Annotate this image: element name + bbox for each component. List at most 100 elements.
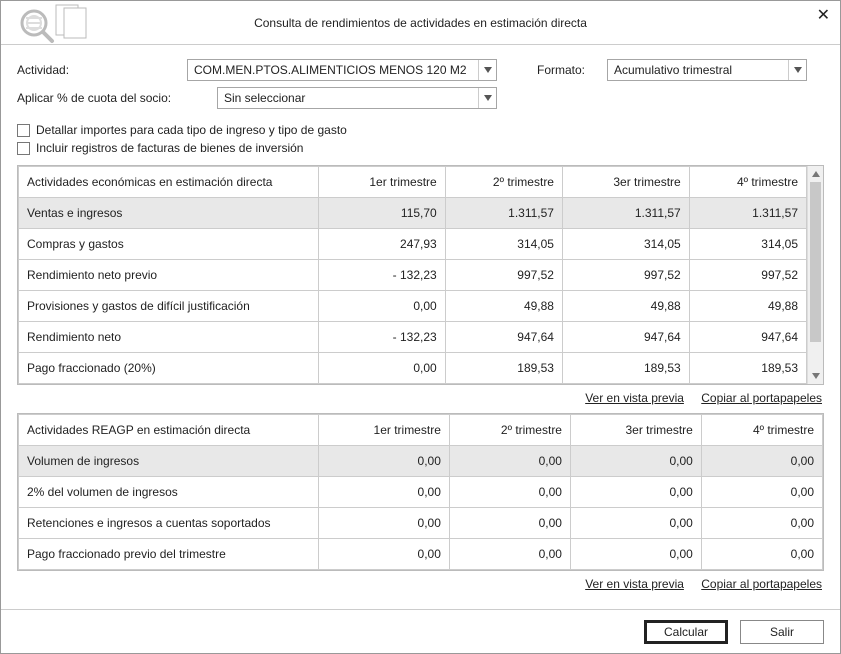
table-row: Pago fraccionado (20%)0,00189,53189,5318…	[19, 353, 807, 384]
header-icon	[1, 1, 101, 45]
t2-col3: 3er trimestre	[570, 415, 701, 446]
table-row: Compras y gastos247,93314,05314,05314,05	[19, 229, 807, 260]
cell: 49,88	[562, 291, 689, 322]
close-icon[interactable]: ✕	[817, 5, 830, 25]
formato-label: Formato:	[537, 63, 607, 77]
table2-wrap: Actividades REAGP en estimación directa …	[17, 413, 824, 571]
checkbox-detallar[interactable]	[17, 124, 30, 137]
t2-col4: 4º trimestre	[701, 415, 822, 446]
scroll-up-icon[interactable]	[808, 166, 823, 182]
table2: Actividades REAGP en estimación directa …	[18, 414, 823, 570]
actividad-select[interactable]: COM.MEN.PTOS.ALIMENTICIOS MENOS 120 M2	[187, 59, 497, 81]
cell: 247,93	[319, 229, 446, 260]
preview-link-2[interactable]: Ver en vista previa	[585, 577, 684, 591]
window-title: Consulta de rendimientos de actividades …	[1, 16, 840, 30]
cell: Rendimiento neto	[19, 322, 319, 353]
table-row: Pago fraccionado previo del trimestre0,0…	[19, 539, 823, 570]
cell: 0,00	[570, 539, 701, 570]
table-row: Ventas e ingresos115,701.311,571.311,571…	[19, 198, 807, 229]
cell: 314,05	[445, 229, 562, 260]
cell: 189,53	[689, 353, 806, 384]
cell: Pago fraccionado (20%)	[19, 353, 319, 384]
cell: 49,88	[689, 291, 806, 322]
cell: 49,88	[445, 291, 562, 322]
calcular-button[interactable]: Calcular	[644, 620, 728, 644]
cell: - 132,23	[319, 322, 446, 353]
preview-link[interactable]: Ver en vista previa	[585, 391, 684, 405]
cb1-row: Detallar importes para cada tipo de ingr…	[17, 123, 824, 137]
cell: - 132,23	[319, 260, 446, 291]
cell: 0,00	[449, 477, 570, 508]
cell: Rendimiento neto previo	[19, 260, 319, 291]
scrollbar[interactable]	[807, 166, 823, 384]
t2-col1: 1er trimestre	[319, 415, 450, 446]
cell: 997,52	[445, 260, 562, 291]
chevron-down-icon	[478, 60, 496, 80]
chevron-down-icon	[478, 88, 496, 108]
cell: 0,00	[449, 539, 570, 570]
cell: 0,00	[449, 508, 570, 539]
table-row: Provisiones y gastos de difícil justific…	[19, 291, 807, 322]
cell: 115,70	[319, 198, 446, 229]
t2-col0: Actividades REAGP en estimación directa	[19, 415, 319, 446]
copy-link-2[interactable]: Copiar al portapapeles	[701, 577, 822, 591]
cb2-label: Incluir registros de facturas de bienes …	[36, 141, 303, 155]
table2-header: Actividades REAGP en estimación directa …	[19, 415, 823, 446]
table-row: Rendimiento neto- 132,23947,64947,64947,…	[19, 322, 807, 353]
table1-wrap: Actividades económicas en estimación dir…	[17, 165, 824, 385]
cell: 1.311,57	[689, 198, 806, 229]
content-area: Actividad: COM.MEN.PTOS.ALIMENTICIOS MEN…	[1, 45, 840, 609]
chevron-down-icon	[788, 60, 806, 80]
cell: 0,00	[570, 446, 701, 477]
cell: 0,00	[319, 539, 450, 570]
scroll-down-icon[interactable]	[808, 368, 823, 384]
t2-col2: 2º trimestre	[449, 415, 570, 446]
table-row: 2% del volumen de ingresos0,000,000,000,…	[19, 477, 823, 508]
t1-col2: 2º trimestre	[445, 167, 562, 198]
row-actividad: Actividad: COM.MEN.PTOS.ALIMENTICIOS MEN…	[17, 59, 824, 81]
cell: 0,00	[449, 446, 570, 477]
actividad-label: Actividad:	[17, 63, 187, 77]
cell: 314,05	[689, 229, 806, 260]
checkbox-incluir[interactable]	[17, 142, 30, 155]
cell: 0,00	[319, 291, 446, 322]
cell: 947,64	[445, 322, 562, 353]
t1-col4: 4º trimestre	[689, 167, 806, 198]
cell: 997,52	[562, 260, 689, 291]
cuota-select[interactable]: Sin seleccionar	[217, 87, 497, 109]
copy-link[interactable]: Copiar al portapapeles	[701, 391, 822, 405]
t1-col3: 3er trimestre	[562, 167, 689, 198]
cell: 2% del volumen de ingresos	[19, 477, 319, 508]
cell: 1.311,57	[562, 198, 689, 229]
cell: 1.311,57	[445, 198, 562, 229]
salir-button[interactable]: Salir	[740, 620, 824, 644]
cell: 189,53	[562, 353, 689, 384]
cell: 947,64	[562, 322, 689, 353]
cell: 997,52	[689, 260, 806, 291]
t1-col1: 1er trimestre	[319, 167, 446, 198]
cell: Ventas e ingresos	[19, 198, 319, 229]
cell: 0,00	[319, 353, 446, 384]
cell: Retenciones e ingresos a cuentas soporta…	[19, 508, 319, 539]
cell: 0,00	[319, 446, 450, 477]
cell: 0,00	[701, 477, 822, 508]
cell: 0,00	[701, 539, 822, 570]
dialog-window: Consulta de rendimientos de actividades …	[0, 0, 841, 654]
cell: 189,53	[445, 353, 562, 384]
scroll-thumb[interactable]	[810, 182, 821, 342]
cell: Provisiones y gastos de difícil justific…	[19, 291, 319, 322]
cell: 314,05	[562, 229, 689, 260]
actividad-value: COM.MEN.PTOS.ALIMENTICIOS MENOS 120 M2	[188, 63, 478, 77]
links1: Ver en vista previa Copiar al portapapel…	[17, 391, 822, 405]
formato-select[interactable]: Acumulativo trimestral	[607, 59, 807, 81]
cell: Compras y gastos	[19, 229, 319, 260]
cell: Volumen de ingresos	[19, 446, 319, 477]
cell: 0,00	[701, 446, 822, 477]
table-row: Rendimiento neto previo- 132,23997,52997…	[19, 260, 807, 291]
cell: 0,00	[570, 508, 701, 539]
table1: Actividades económicas en estimación dir…	[18, 166, 807, 384]
table-row: Retenciones e ingresos a cuentas soporta…	[19, 508, 823, 539]
cuota-label: Aplicar % de cuota del socio:	[17, 91, 217, 105]
cb1-label: Detallar importes para cada tipo de ingr…	[36, 123, 347, 137]
cell: 947,64	[689, 322, 806, 353]
